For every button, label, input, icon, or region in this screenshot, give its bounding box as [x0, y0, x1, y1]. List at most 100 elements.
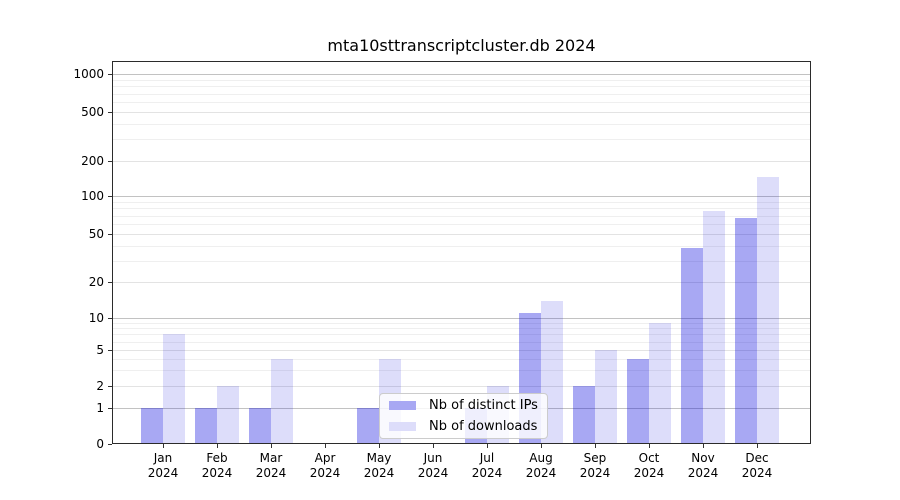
y-tick-mark-1 — [108, 408, 112, 409]
y-tick-mark-10 — [108, 318, 112, 319]
x-tick-label-sep: Sep 2024 — [580, 451, 611, 481]
gridline-minor — [113, 341, 810, 343]
y-tick-label-0: 0 — [96, 437, 104, 451]
legend: Nb of distinct IPs Nb of downloads — [379, 393, 548, 439]
x-tick-month: Jan — [153, 451, 173, 465]
gridline-20 — [113, 282, 810, 283]
x-tick-label-may: May 2024 — [364, 451, 395, 481]
y-tick-mark-20 — [108, 282, 112, 283]
bar-ips-sep — [573, 386, 595, 443]
bar-downloads-dec — [757, 176, 779, 443]
y-tick-label-500: 500 — [81, 105, 104, 119]
y-tick-label-5: 5 — [96, 343, 104, 357]
x-tick-month: May — [366, 451, 392, 465]
x-tick-month: Dec — [745, 451, 769, 465]
bar-downloads-feb — [217, 386, 239, 443]
gridline-minor — [113, 79, 810, 81]
bar-ips-nov — [681, 248, 703, 443]
gridline-200 — [113, 161, 810, 162]
gridline-500 — [113, 112, 810, 113]
x-tick-month: Aug — [529, 451, 553, 465]
y-tick-mark-5 — [108, 350, 112, 351]
x-tick-year: 2024 — [255, 466, 287, 480]
y-tick-label-10: 10 — [88, 311, 104, 325]
gridline-minor — [113, 102, 810, 103]
y-tick-label-1000: 1000 — [73, 67, 104, 81]
bar-ips-oct — [627, 358, 649, 443]
legend-swatch-0 — [389, 401, 416, 410]
bar-ips-jan — [141, 408, 163, 443]
bar-ips-may — [357, 408, 379, 443]
x-tick-label-jan: Jan 2024 — [148, 451, 179, 481]
y-tick-mark-0 — [108, 444, 112, 445]
x-tick-label-oct: Oct 2024 — [634, 451, 665, 481]
y-tick-mark-200 — [108, 161, 112, 162]
bar-downloads-jan — [163, 334, 185, 443]
chart-title: mta10sttranscriptcluster.db 2024 — [327, 36, 596, 55]
gridline-minor — [113, 208, 810, 210]
x-tick-label-jul: Jul 2024 — [472, 451, 503, 481]
bar-downloads-oct — [649, 322, 671, 443]
x-tick-label-apr: Apr 2024 — [310, 451, 341, 481]
x-tick-year: 2024 — [147, 466, 179, 480]
x-tick-label-feb: Feb 2024 — [202, 451, 233, 481]
bar-ips-feb — [195, 408, 217, 443]
bar-ips-mar — [249, 408, 271, 443]
x-tick-mark-nov — [703, 444, 704, 448]
x-tick-year: 2024 — [471, 466, 503, 480]
x-tick-year: 2024 — [525, 466, 557, 480]
y-tick-mark-50 — [108, 234, 112, 235]
gridline-minor — [113, 215, 810, 217]
y-tick-label-2: 2 — [96, 379, 104, 393]
gridline-10 — [113, 318, 810, 319]
gridline-minor — [113, 86, 810, 88]
gridline-minor — [113, 201, 810, 203]
gridline-minor — [113, 370, 810, 372]
x-tick-mark-jun — [433, 444, 434, 448]
gridline-2 — [113, 386, 810, 387]
x-tick-month: Oct — [638, 451, 660, 465]
x-tick-year: 2024 — [309, 466, 341, 480]
gridline-minor — [113, 93, 810, 95]
gridline-5 — [113, 350, 810, 351]
legend-label-0: Nb of distinct IPs — [429, 398, 538, 413]
gridline-minor — [113, 358, 810, 360]
y-tick-label-1: 1 — [96, 401, 104, 415]
x-tick-mark-jul — [487, 444, 488, 448]
legend-entry-1: Nb of downloads — [389, 419, 538, 434]
x-tick-label-jun: Jun 2024 — [418, 451, 449, 481]
x-tick-year: 2024 — [201, 466, 233, 480]
y-tick-mark-1000 — [108, 74, 112, 75]
gridline-minor — [113, 245, 810, 247]
x-tick-month: Sep — [583, 451, 607, 465]
x-tick-year: 2024 — [579, 466, 611, 480]
y-tick-label-100: 100 — [81, 189, 104, 203]
legend-entries: Nb of distinct IPs Nb of downloads — [389, 398, 538, 434]
legend-label-1: Nb of downloads — [429, 419, 538, 434]
x-tick-label-mar: Mar 2024 — [256, 451, 287, 481]
x-tick-mark-jan — [163, 444, 164, 448]
gridline-minor — [113, 334, 810, 336]
y-tick-label-200: 200 — [81, 154, 104, 168]
x-tick-month: Jul — [479, 451, 495, 465]
x-tick-month: Nov — [691, 451, 715, 465]
x-tick-label-nov: Nov 2024 — [688, 451, 719, 481]
x-tick-year: 2024 — [633, 466, 665, 480]
x-tick-year: 2024 — [741, 466, 773, 480]
y-tick-label-50: 50 — [88, 227, 104, 241]
gridline-minor — [113, 328, 810, 330]
bar-downloads-mar — [271, 358, 293, 443]
gridline-100 — [113, 196, 810, 197]
bar-downloads-sep — [595, 350, 617, 443]
plot-area — [112, 61, 811, 444]
x-tick-year: 2024 — [363, 466, 395, 480]
x-tick-mark-mar — [271, 444, 272, 448]
x-tick-mark-oct — [649, 444, 650, 448]
x-tick-month: Jun — [423, 451, 443, 465]
y-tick-mark-100 — [108, 196, 112, 197]
x-tick-year: 2024 — [417, 466, 449, 480]
legend-swatch-1 — [389, 422, 416, 431]
x-tick-month: Mar — [259, 451, 283, 465]
x-tick-mark-dec — [757, 444, 758, 448]
